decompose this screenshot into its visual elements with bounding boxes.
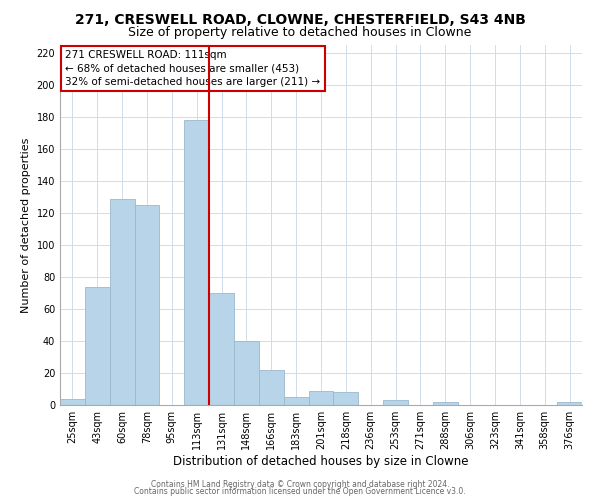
Bar	[383, 400, 408, 405]
Bar	[184, 120, 209, 405]
Bar	[433, 402, 458, 405]
Bar	[85, 286, 110, 405]
Bar	[334, 392, 358, 405]
Y-axis label: Number of detached properties: Number of detached properties	[21, 138, 31, 312]
Text: Contains HM Land Registry data © Crown copyright and database right 2024.: Contains HM Land Registry data © Crown c…	[151, 480, 449, 489]
Text: 271 CRESWELL ROAD: 111sqm
← 68% of detached houses are smaller (453)
32% of semi: 271 CRESWELL ROAD: 111sqm ← 68% of detac…	[65, 50, 320, 87]
Bar	[110, 198, 134, 405]
Text: Contains public sector information licensed under the Open Government Licence v3: Contains public sector information licen…	[134, 487, 466, 496]
Bar	[234, 341, 259, 405]
Bar	[308, 390, 334, 405]
Bar	[259, 370, 284, 405]
Text: 271, CRESWELL ROAD, CLOWNE, CHESTERFIELD, S43 4NB: 271, CRESWELL ROAD, CLOWNE, CHESTERFIELD…	[74, 12, 526, 26]
Text: Size of property relative to detached houses in Clowne: Size of property relative to detached ho…	[128, 26, 472, 39]
Bar	[557, 402, 582, 405]
Bar	[284, 397, 308, 405]
X-axis label: Distribution of detached houses by size in Clowne: Distribution of detached houses by size …	[173, 455, 469, 468]
Bar	[60, 398, 85, 405]
Bar	[209, 293, 234, 405]
Bar	[134, 205, 160, 405]
